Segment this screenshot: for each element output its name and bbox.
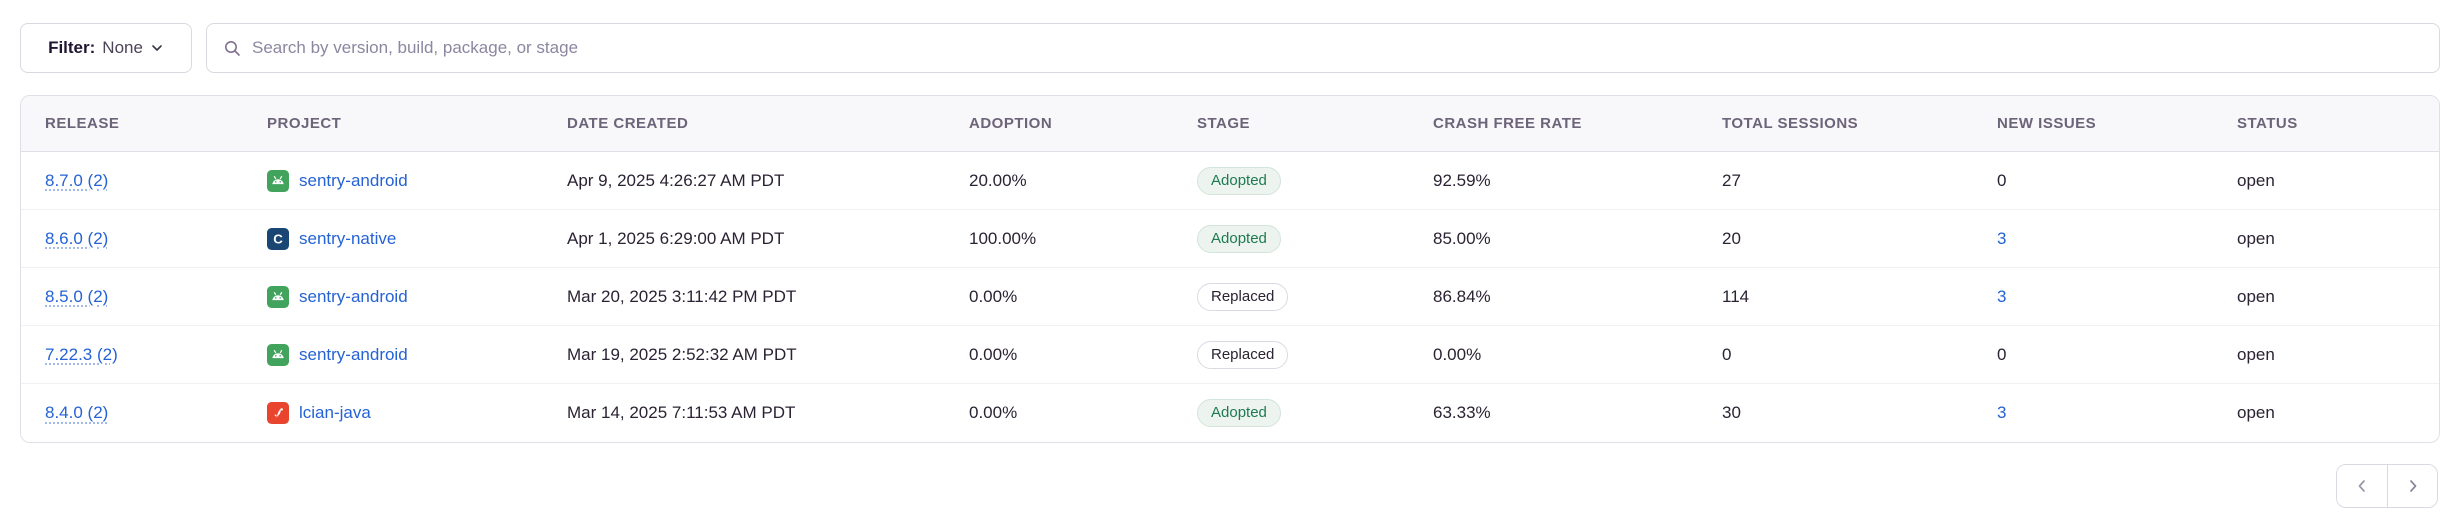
adoption-cell: 100.00% — [969, 228, 1037, 248]
status-cell: open — [2237, 228, 2275, 248]
total-sessions-cell: 114 — [1722, 286, 1750, 306]
column-header-status: STATUS — [2237, 115, 2298, 132]
next-page-button[interactable] — [2387, 465, 2437, 507]
stage-badge: Adopted — [1197, 166, 1281, 195]
filter-search-bar: Filter: None — [20, 23, 2440, 73]
date-created-cell: Mar 20, 2025 3:11:42 PM PDT — [567, 286, 797, 306]
java-icon — [267, 402, 289, 424]
new-issues-cell[interactable]: 3 — [1997, 228, 2007, 248]
table-row: 8.7.0 (2) sentry-android Apr 9, 2025 4:2… — [21, 152, 2439, 210]
column-header-date-created: DATE CREATED — [567, 115, 689, 132]
chevron-right-icon — [2405, 478, 2421, 494]
adoption-cell: 0.00% — [969, 403, 1018, 422]
android-icon — [267, 285, 289, 308]
release-link[interactable]: 8.6.0 (2) — [45, 228, 109, 248]
chevron-down-icon — [150, 41, 164, 55]
adoption-cell: 0.00% — [969, 286, 1018, 306]
new-issues-cell: 0 — [1997, 344, 2007, 364]
project-link[interactable]: sentry-native — [299, 228, 397, 248]
project-link[interactable]: sentry-android — [299, 344, 408, 364]
crash-free-rate-cell: 0.00% — [1433, 344, 1482, 364]
stage-badge: Adopted — [1197, 224, 1281, 253]
filter-label: Filter: — [48, 38, 96, 57]
release-link[interactable]: 7.22.3 (2) — [45, 344, 118, 364]
column-header-new-issues: NEW ISSUES — [1997, 115, 2097, 132]
new-issues-cell: 0 — [1997, 170, 2007, 190]
table-row: 7.22.3 (2) sentry-android Mar 19, 2025 2… — [21, 326, 2439, 384]
table-row: 8.6.0 (2) C sentry-native Apr 1, 2025 6:… — [21, 210, 2439, 268]
filter-dropdown-button[interactable]: Filter: None — [20, 23, 192, 73]
total-sessions-cell: 30 — [1722, 403, 1741, 422]
adoption-cell: 0.00% — [969, 344, 1018, 364]
column-header-crash-free-rate: CRASH FREE RATE — [1433, 115, 1582, 132]
project-link[interactable]: lcian-java — [299, 403, 371, 422]
chevron-left-icon — [2354, 478, 2370, 494]
crash-free-rate-cell: 85.00% — [1433, 228, 1491, 248]
column-header-adoption: ADOPTION — [969, 115, 1053, 132]
c-icon: C — [267, 227, 289, 250]
android-icon — [267, 343, 289, 366]
project-link[interactable]: sentry-android — [299, 170, 408, 190]
search-icon — [223, 39, 241, 57]
new-issues-cell[interactable]: 3 — [1997, 403, 2007, 422]
release-link[interactable]: 8.5.0 (2) — [45, 286, 109, 306]
release-link[interactable]: 8.4.0 (2) — [45, 403, 109, 422]
new-issues-cell[interactable]: 3 — [1997, 286, 2007, 306]
status-cell: open — [2237, 286, 2275, 306]
date-created-cell: Mar 19, 2025 2:52:32 AM PDT — [567, 344, 797, 364]
date-created-cell: Mar 14, 2025 7:11:53 AM PDT — [567, 403, 796, 422]
releases-table: RELEASE PROJECT DATE CREATED ADOPTION ST… — [20, 95, 2440, 443]
pagination — [2336, 464, 2438, 508]
stage-badge: Replaced — [1197, 340, 1289, 369]
total-sessions-cell: 0 — [1722, 344, 1732, 364]
crash-free-rate-cell: 86.84% — [1433, 286, 1491, 306]
table-row: 8.5.0 (2) sentry-android Mar 20, 2025 3:… — [21, 268, 2439, 326]
total-sessions-cell: 27 — [1722, 170, 1741, 190]
crash-free-rate-cell: 63.33% — [1433, 403, 1491, 422]
status-cell: open — [2237, 403, 2275, 422]
release-link[interactable]: 8.7.0 (2) — [45, 170, 109, 190]
filter-value: None — [102, 38, 143, 57]
search-box — [206, 23, 2440, 73]
column-header-release: RELEASE — [45, 115, 120, 132]
status-cell: open — [2237, 170, 2275, 190]
column-header-stage: STAGE — [1197, 115, 1251, 132]
project-link[interactable]: sentry-android — [299, 286, 408, 306]
table-body: 8.7.0 (2) sentry-android Apr 9, 2025 4:2… — [21, 152, 2439, 442]
table-header-row: RELEASE PROJECT DATE CREATED ADOPTION ST… — [21, 96, 2439, 152]
date-created-cell: Apr 9, 2025 4:26:27 AM PDT — [567, 170, 785, 190]
status-cell: open — [2237, 344, 2275, 364]
stage-badge: Replaced — [1197, 282, 1289, 311]
date-created-cell: Apr 1, 2025 6:29:00 AM PDT — [567, 228, 785, 248]
column-header-project: PROJECT — [267, 115, 342, 132]
svg-text:C: C — [273, 231, 283, 246]
crash-free-rate-cell: 92.59% — [1433, 170, 1491, 190]
previous-page-button[interactable] — [2337, 465, 2387, 507]
table-row: 8.4.0 (2) lcian-java Mar 14, 2025 7:11:5… — [21, 384, 2439, 442]
total-sessions-cell: 20 — [1722, 228, 1741, 248]
android-icon — [267, 169, 289, 192]
stage-badge: Adopted — [1197, 399, 1281, 427]
search-input[interactable] — [252, 38, 2423, 58]
column-header-total-sessions: TOTAL SESSIONS — [1722, 115, 1859, 132]
adoption-cell: 20.00% — [969, 170, 1027, 190]
